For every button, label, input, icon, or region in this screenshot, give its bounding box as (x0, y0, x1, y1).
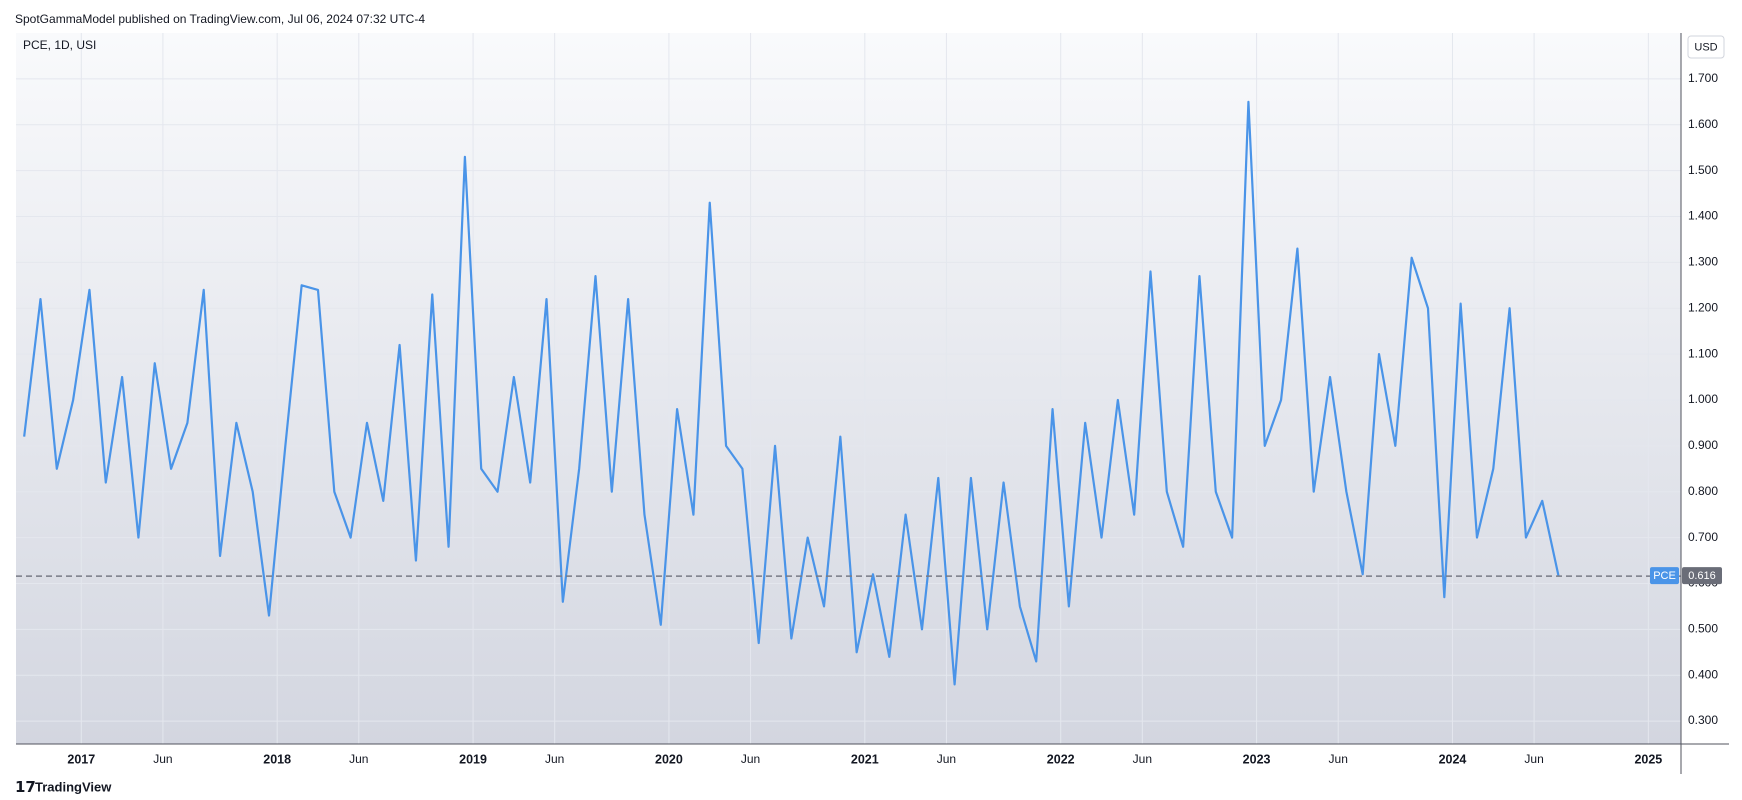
time-axis-background (16, 744, 1729, 774)
currency-label[interactable]: USD (1694, 41, 1717, 53)
publish-header: SpotGammaModel published on TradingView.… (15, 12, 425, 26)
y-tick-label: 0.700 (1688, 530, 1718, 544)
y-tick-label: 0.900 (1688, 438, 1718, 452)
series-name-label: PCE (1653, 570, 1676, 582)
x-tick-label: 2021 (851, 752, 879, 766)
x-tick-label: Jun (349, 752, 368, 766)
grid (16, 33, 1681, 744)
y-tick-label: 1.300 (1688, 255, 1718, 269)
last-value-badge (1682, 567, 1722, 585)
marks (16, 100, 1681, 686)
x-tick-label: Jun (1524, 752, 1543, 766)
y-tick-label: 1.100 (1688, 346, 1718, 360)
y-tick-label: 0.300 (1688, 713, 1718, 727)
y-tick-label: 1.000 (1688, 392, 1718, 406)
x-tick-label: Jun (545, 752, 564, 766)
y-tick-label: 1.400 (1688, 209, 1718, 223)
x-tick-label: 2020 (655, 752, 683, 766)
x-tick-label: 2023 (1243, 752, 1271, 766)
x-tick-label: Jun (153, 752, 172, 766)
currency-box[interactable] (1687, 35, 1725, 59)
last-value-label: 0.616 (1688, 570, 1716, 582)
x-tick-label: Jun (1133, 752, 1152, 766)
series-line (23, 100, 1560, 686)
x-tick-label: Jun (937, 752, 956, 766)
x-tick-label: 2024 (1439, 752, 1467, 766)
y-tick-label: 0.400 (1688, 667, 1718, 681)
y-tick-label: 1.500 (1688, 163, 1718, 177)
x-tick-label: 2025 (1634, 752, 1662, 766)
x-tick-label: 2017 (67, 752, 95, 766)
series-name-badge (1650, 567, 1679, 585)
legend-text: PCE, 1D, USI (23, 38, 96, 52)
x-tick-label: 2018 (263, 752, 291, 766)
x-tick-label: 2019 (459, 752, 487, 766)
x-tick-label: Jun (1329, 752, 1348, 766)
y-tick-label: 1.600 (1688, 117, 1718, 131)
y-tick-label: 1.700 (1688, 71, 1718, 85)
price-axis-background (1681, 33, 1729, 744)
x-tick-label: 2022 (1047, 752, 1075, 766)
x-tick-label: Jun (741, 752, 760, 766)
y-tick-label: 1.200 (1688, 300, 1718, 314)
brand-logo: 𝟭𝟳 (15, 779, 36, 796)
y-tick-label: 0.800 (1688, 484, 1718, 498)
y-tick-label: 0.500 (1688, 621, 1718, 635)
plot-background (16, 33, 1681, 744)
brand-text: TradingView (35, 779, 112, 794)
